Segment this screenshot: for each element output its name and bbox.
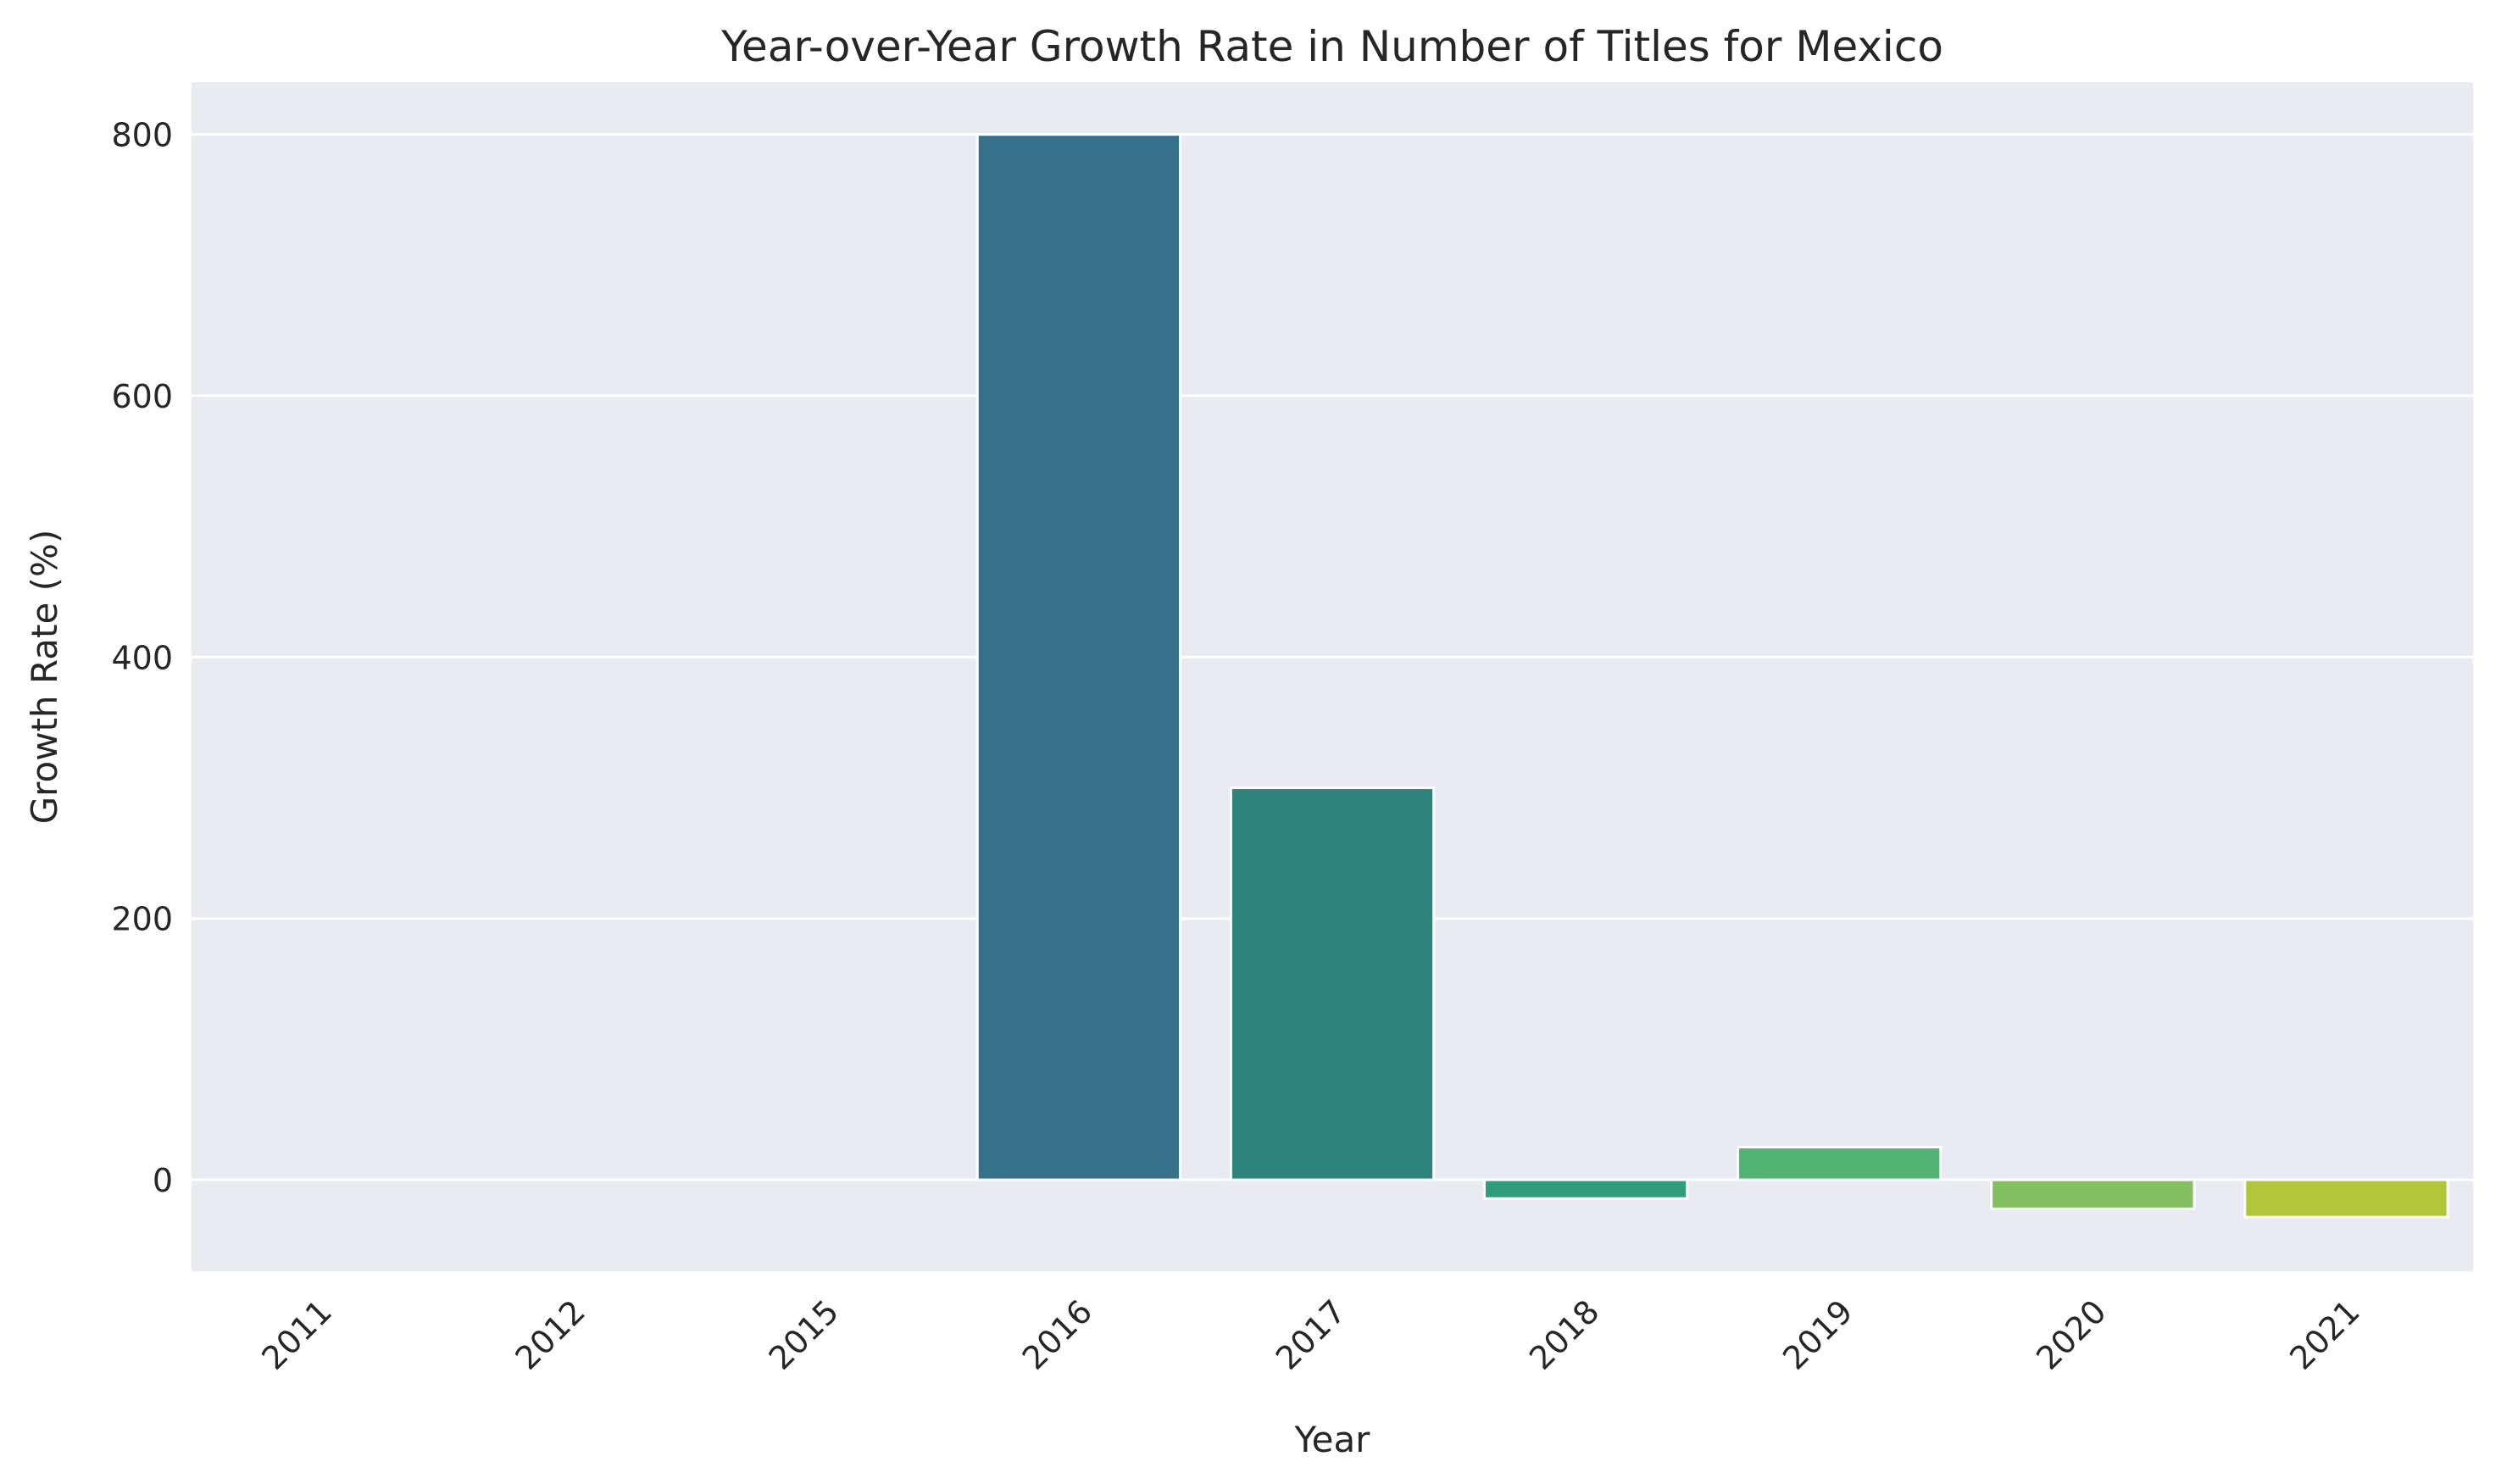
bar-2020 — [1990, 1178, 2196, 1210]
x-tick-label: 2018 — [1522, 1292, 1607, 1377]
y-tick-label: 400 — [111, 639, 173, 676]
x-tick-label: 2019 — [1776, 1292, 1860, 1377]
y-tick-label: 600 — [111, 378, 173, 415]
x-tick-label: 2016 — [1015, 1292, 1100, 1377]
bar-2018 — [1482, 1178, 1689, 1200]
chart-title: Year-over-Year Growth Rate in Number of … — [720, 22, 1943, 71]
bar-2017 — [1229, 786, 1436, 1181]
x-tick-label: 2021 — [2282, 1292, 2367, 1377]
x-axis-label: Year — [1294, 1419, 1371, 1460]
y-axis-label: Growth Rate (%) — [24, 530, 65, 825]
x-tick-label: 2017 — [1269, 1292, 1353, 1377]
bars — [469, 133, 2449, 1219]
y-tick-label: 800 — [111, 117, 173, 154]
bar-2019 — [1737, 1146, 1942, 1181]
y-tick-label: 200 — [111, 901, 173, 938]
y-tick-labels: 0 200 400 600 800 — [111, 117, 173, 1199]
x-tick-label: 2015 — [762, 1292, 847, 1377]
x-tick-labels: 2011 2012 2015 2016 2017 2018 2019 2020 2021 — [254, 1292, 2366, 1377]
x-tick-label: 2012 — [509, 1292, 593, 1377]
x-tick-label: 2020 — [2029, 1292, 2114, 1377]
y-tick-label: 0 — [153, 1162, 173, 1199]
bar-2021 — [2243, 1178, 2449, 1219]
x-tick-label: 2011 — [254, 1292, 339, 1377]
bar-2016 — [975, 133, 1182, 1181]
